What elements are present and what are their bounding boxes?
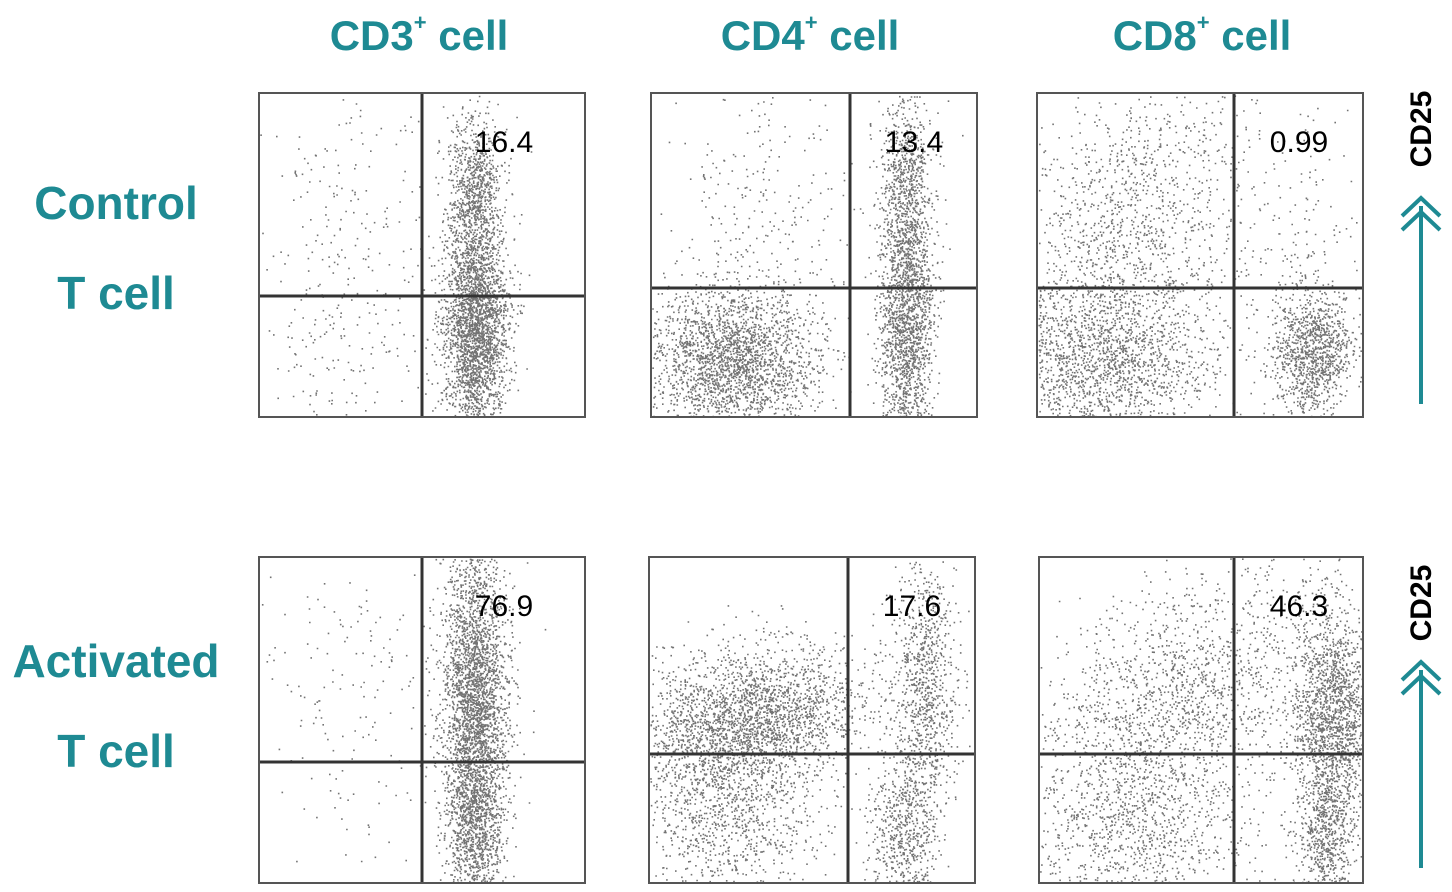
scatter-plot — [258, 92, 586, 418]
scatter-plot — [648, 556, 976, 884]
plot-frame — [1036, 92, 1364, 418]
plot-frame — [650, 92, 978, 418]
column-title-name: CD8 — [1112, 12, 1197, 59]
column-title-sup: + — [1196, 10, 1210, 35]
scatter-panel: 76.9 — [258, 556, 586, 884]
column-title-cd3: CD3+ cell — [254, 10, 584, 60]
plot-frame — [258, 92, 586, 418]
column-title-name: CD4 — [720, 12, 805, 59]
scatter-panel: 17.6 — [648, 556, 976, 884]
cd25-axis-activated: CD25 — [1396, 552, 1446, 874]
row-label-activated: Activated T cell — [0, 616, 232, 796]
event-dots-path — [260, 95, 533, 418]
scatter-plot — [650, 92, 978, 418]
scatter-panel: 46.3 — [1038, 556, 1364, 884]
row-label-line1: Activated — [12, 635, 220, 687]
quadrant-percent-label: 76.9 — [474, 590, 534, 623]
plot-frame — [1038, 556, 1364, 884]
plot-frame — [258, 556, 586, 884]
column-title-suffix: cell — [1209, 12, 1292, 59]
cd25-axis-control: CD25 — [1396, 88, 1446, 410]
event-dots-path — [650, 561, 971, 884]
scatter-panel: 16.4 — [258, 92, 586, 418]
up-arrow-icon — [1400, 659, 1442, 868]
plot-frame — [648, 556, 976, 884]
scatter-plot — [1036, 92, 1364, 418]
event-dots — [650, 561, 971, 884]
row-label-line1: Control — [34, 177, 198, 229]
scatter-panel: 0.99 — [1036, 92, 1364, 418]
column-title-name: CD3 — [329, 12, 414, 59]
scatter-plot — [258, 556, 586, 884]
column-title-suffix: cell — [426, 12, 509, 59]
quadrant-percent-label: 16.4 — [474, 126, 534, 159]
quadrant-percent-label: 0.99 — [1269, 126, 1329, 159]
column-title-cd4: CD4+ cell — [645, 10, 975, 60]
column-title-cd8: CD8+ cell — [1037, 10, 1367, 60]
scatter-panel: 13.4 — [650, 92, 978, 418]
quadrant-percent-label: 17.6 — [882, 590, 942, 623]
column-title-suffix: cell — [817, 12, 900, 59]
up-arrow-icon — [1400, 195, 1442, 404]
quadrant-percent-label: 46.3 — [1269, 590, 1329, 623]
column-title-sup: + — [413, 10, 427, 35]
scatter-plot — [1038, 556, 1364, 884]
quadrant-percent-label: 13.4 — [884, 126, 944, 159]
row-label-line2: T cell — [57, 725, 175, 777]
event-dots — [260, 95, 533, 418]
row-label-control: Control T cell — [0, 158, 232, 338]
row-label-line2: T cell — [57, 267, 175, 319]
column-title-sup: + — [804, 10, 818, 35]
